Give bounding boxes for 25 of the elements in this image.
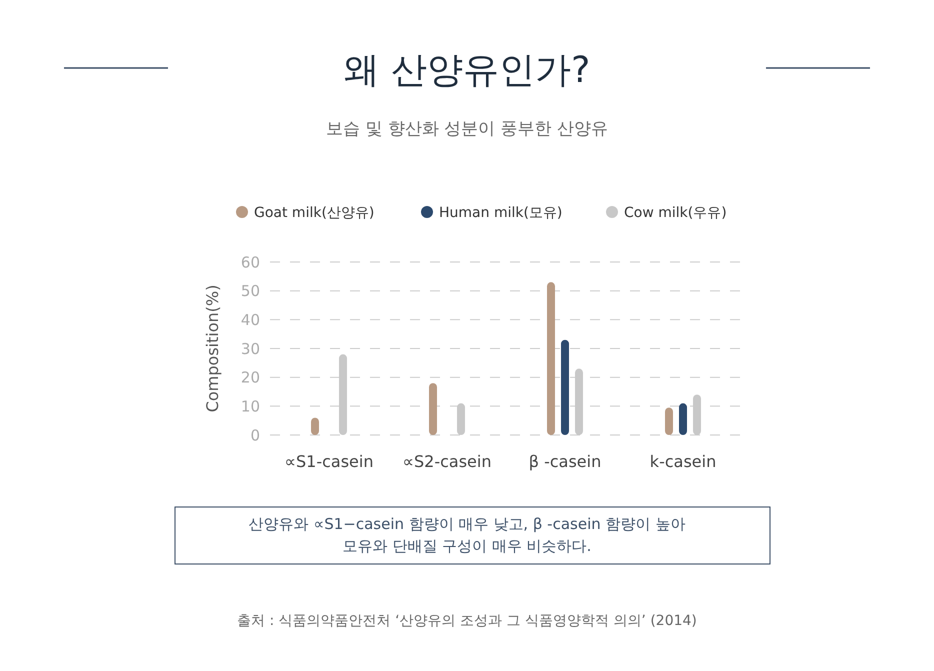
y-axis-title: Composition(%) bbox=[203, 284, 222, 412]
bar bbox=[429, 383, 437, 435]
x-tick-label: k-casein bbox=[650, 452, 716, 471]
source-note: 출처 : 식품의약품안전처 ‘산양유의 조성과 그 식품영양학적 의의’ (2014) bbox=[237, 613, 697, 629]
y-tick-label: 0 bbox=[250, 426, 260, 444]
x-tick-label: β -casein bbox=[528, 452, 602, 471]
y-tick-label: 10 bbox=[240, 397, 260, 416]
bar bbox=[547, 282, 555, 435]
y-tick-label: 60 bbox=[240, 253, 260, 272]
legend-label: Human milk(모유) bbox=[439, 205, 562, 221]
y-tick-label: 40 bbox=[240, 310, 260, 329]
bar bbox=[561, 340, 569, 435]
bar bbox=[665, 408, 673, 435]
legend-label: Cow milk(우유) bbox=[624, 205, 727, 221]
y-tick-label: 50 bbox=[240, 282, 260, 300]
x-tick-label: ∝S1-casein bbox=[284, 452, 374, 471]
text: 산양유와 ∝S1−casein 함량이 매우 낮고, β -casein 함량이 높아 모유와 단배질 구성이 매우 비슷하다. bbox=[248, 515, 686, 555]
bar bbox=[679, 403, 687, 435]
y-tick-label: 30 bbox=[240, 340, 260, 358]
chart-title: 왜 산양유인가? bbox=[344, 50, 590, 91]
chart-subtitle: 보습 및 향산화 성분이 풍부한 산양유 bbox=[326, 119, 608, 139]
x-tick-label: ∝S2-casein bbox=[402, 452, 492, 471]
y-tick-label: 20 bbox=[240, 368, 260, 387]
legend-label: Goat milk(산양유) bbox=[254, 205, 374, 221]
bar bbox=[311, 418, 319, 435]
